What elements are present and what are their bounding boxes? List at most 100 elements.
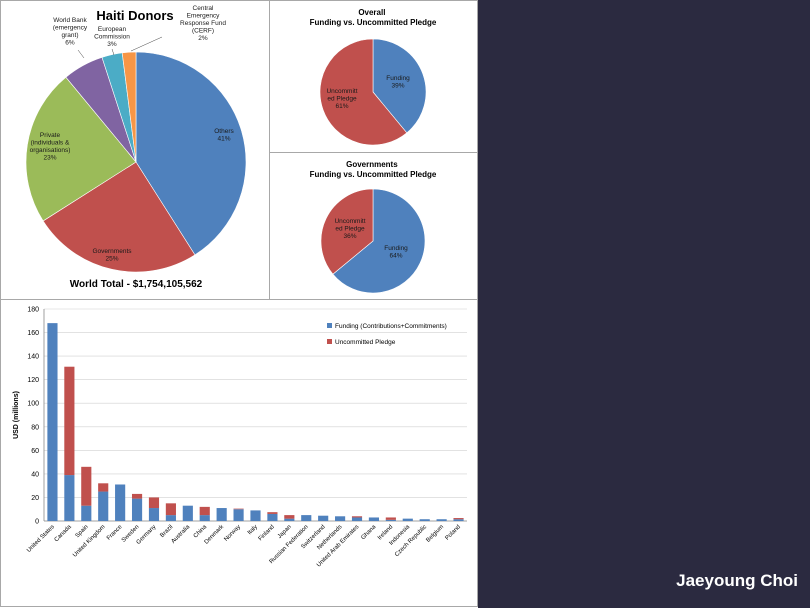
overall-title-line-2: Funding vs. Uncommitted Pledge bbox=[310, 18, 437, 27]
donors-label-central: Central Emergency Response Fund (CERF) 2% bbox=[180, 5, 226, 42]
donors-leader-line bbox=[77, 49, 85, 59]
y-tick-label: 140 bbox=[27, 354, 39, 361]
donors-label-line: 41% bbox=[217, 136, 230, 143]
gov-label-uncommitt: Uncommitt ed Pledge 36% bbox=[334, 218, 365, 240]
bar-france-funding bbox=[115, 484, 126, 521]
bar-canada-uncommitted bbox=[64, 366, 75, 476]
gov-label-line: Uncommitt bbox=[334, 218, 365, 225]
donors-label-private: Private (individuals & organisations) 23% bbox=[30, 132, 71, 162]
gov-label-line: 36% bbox=[343, 233, 356, 240]
overall-label-line: Uncommitt bbox=[326, 88, 357, 95]
bar-germany-uncommitted bbox=[148, 497, 160, 509]
bar-china-uncommitted bbox=[199, 506, 210, 516]
overall-pie-chart: Funding 39% Uncommitt ed Pledge 61% bbox=[319, 38, 427, 146]
donors-slice-others bbox=[135, 51, 247, 256]
overall-label-line: 61% bbox=[335, 103, 348, 110]
donors-label-european: European Commission 3% bbox=[94, 26, 130, 48]
side-panel bbox=[478, 0, 810, 608]
gov-slice-uncommitt bbox=[320, 188, 374, 275]
y-tick-label: 40 bbox=[31, 471, 39, 478]
bar-united-kingdom-uncommitted bbox=[98, 483, 109, 492]
donors-label-line: Commission bbox=[94, 34, 130, 41]
donors-label-line: Emergency bbox=[187, 13, 221, 20]
overall-label-funding: Funding 39% bbox=[386, 75, 410, 90]
bar-poland-uncommitted bbox=[453, 518, 464, 520]
overall-slice-funding bbox=[372, 38, 427, 134]
overall-label-line: 39% bbox=[391, 83, 404, 90]
charts-area: Others 41%Governments 25%Private (individua… bbox=[0, 0, 478, 607]
donors-title: Haiti Donors bbox=[96, 8, 173, 23]
bar-canada-funding bbox=[64, 475, 75, 521]
bar-netherlands-funding bbox=[335, 516, 346, 521]
governments-title-line-2: Funding vs. Uncommitted Pledge bbox=[310, 170, 437, 179]
donors-label-line: organisations) bbox=[30, 147, 71, 154]
bar-switzerland-funding bbox=[318, 515, 329, 521]
overall-title: Overall Funding vs. Uncommitted Pledge bbox=[310, 8, 437, 27]
y-tick-label: 20 bbox=[31, 495, 39, 502]
bar-italy-funding bbox=[250, 510, 261, 521]
donors-label-line: 3% bbox=[107, 41, 117, 48]
donors-slice-governments bbox=[42, 161, 196, 273]
bar-sweden-uncommitted bbox=[131, 493, 143, 499]
y-tick-label: 120 bbox=[27, 377, 39, 384]
donors-slice-private bbox=[25, 76, 137, 222]
bar-united-states-funding bbox=[47, 323, 58, 521]
bar-china-funding bbox=[199, 515, 210, 521]
donors-leader-line bbox=[111, 48, 115, 56]
y-tick-label: 60 bbox=[31, 448, 39, 455]
bar-finland-uncommitted bbox=[267, 512, 278, 514]
donors-label-line: 2% bbox=[198, 35, 208, 42]
author-name: Jaeyoung Choi bbox=[676, 571, 798, 590]
donors-label-line: Response Fund bbox=[180, 20, 226, 27]
donors-label-line: World Bank bbox=[53, 17, 87, 24]
y-tick-label: 80 bbox=[31, 424, 39, 431]
bar-ghana-funding bbox=[368, 517, 380, 521]
bar-brazil-uncommitted bbox=[165, 503, 176, 516]
overall-label-line: Funding bbox=[386, 75, 410, 82]
bar-panel bbox=[0, 299, 478, 607]
donors-slice-central bbox=[121, 51, 137, 163]
donors-label-line: (emergency bbox=[53, 25, 88, 32]
donors-leader-line bbox=[130, 36, 163, 52]
donors-label-line: 23% bbox=[43, 155, 56, 162]
governments-title-line-1: Governments bbox=[346, 160, 398, 169]
overall-slice-uncommitt bbox=[319, 38, 408, 146]
y-tick-label: 0 bbox=[35, 519, 39, 526]
bar-norway-uncommitted bbox=[233, 508, 244, 510]
bar-czech-republic-funding bbox=[419, 519, 430, 521]
y-tick-label: 160 bbox=[27, 330, 39, 337]
bar-norway-funding bbox=[233, 509, 244, 521]
bar-finland-funding bbox=[267, 513, 278, 521]
donors-label-line: (CERF) bbox=[192, 28, 214, 35]
donors-label-governments: Governments 25% bbox=[92, 248, 132, 263]
donors-label-line: Private bbox=[40, 132, 61, 139]
y-axis-label: USD (millions) bbox=[13, 391, 20, 439]
bar-spain-funding bbox=[81, 505, 92, 521]
donors-label-line: 25% bbox=[105, 256, 118, 263]
bar-ireland-funding bbox=[385, 519, 396, 521]
bar-united-arab-emirates-uncommitted bbox=[351, 516, 363, 518]
donors-label-line: Central bbox=[193, 5, 215, 12]
donors-label-line: grant) bbox=[62, 32, 79, 39]
legend-swatch bbox=[327, 339, 332, 344]
bar-belgium-funding bbox=[436, 519, 447, 521]
governments-title: Governments Funding vs. Uncommitted Pled… bbox=[310, 160, 437, 179]
bar-germany-funding bbox=[148, 508, 160, 521]
bar-japan-funding bbox=[284, 518, 295, 521]
donors-label-line: (individuals & bbox=[31, 140, 70, 147]
donors-label-line: European bbox=[98, 26, 127, 33]
bar-united-arab-emirates-funding bbox=[351, 517, 363, 521]
donors-pie-chart: Others 41% Governments 25% Private (individua… bbox=[25, 5, 247, 273]
overall-label-uncommitt: Uncommitt ed Pledge 61% bbox=[326, 88, 357, 110]
donors-label-line: 6% bbox=[65, 40, 75, 47]
donors-label-others: Others 41% bbox=[214, 128, 234, 143]
gov-slice-funding bbox=[332, 188, 426, 294]
legend-swatch bbox=[327, 323, 332, 328]
bar-brazil-funding bbox=[165, 515, 176, 521]
donors-label-line: Governments bbox=[92, 248, 132, 255]
y-tick-label: 180 bbox=[27, 307, 39, 314]
overall-title-line-1: Overall bbox=[358, 8, 385, 17]
governments-pie-chart: Funding 64% Uncommitt ed Pledge 36% bbox=[320, 188, 426, 294]
legend-label: Uncommitted Pledge bbox=[335, 339, 396, 346]
